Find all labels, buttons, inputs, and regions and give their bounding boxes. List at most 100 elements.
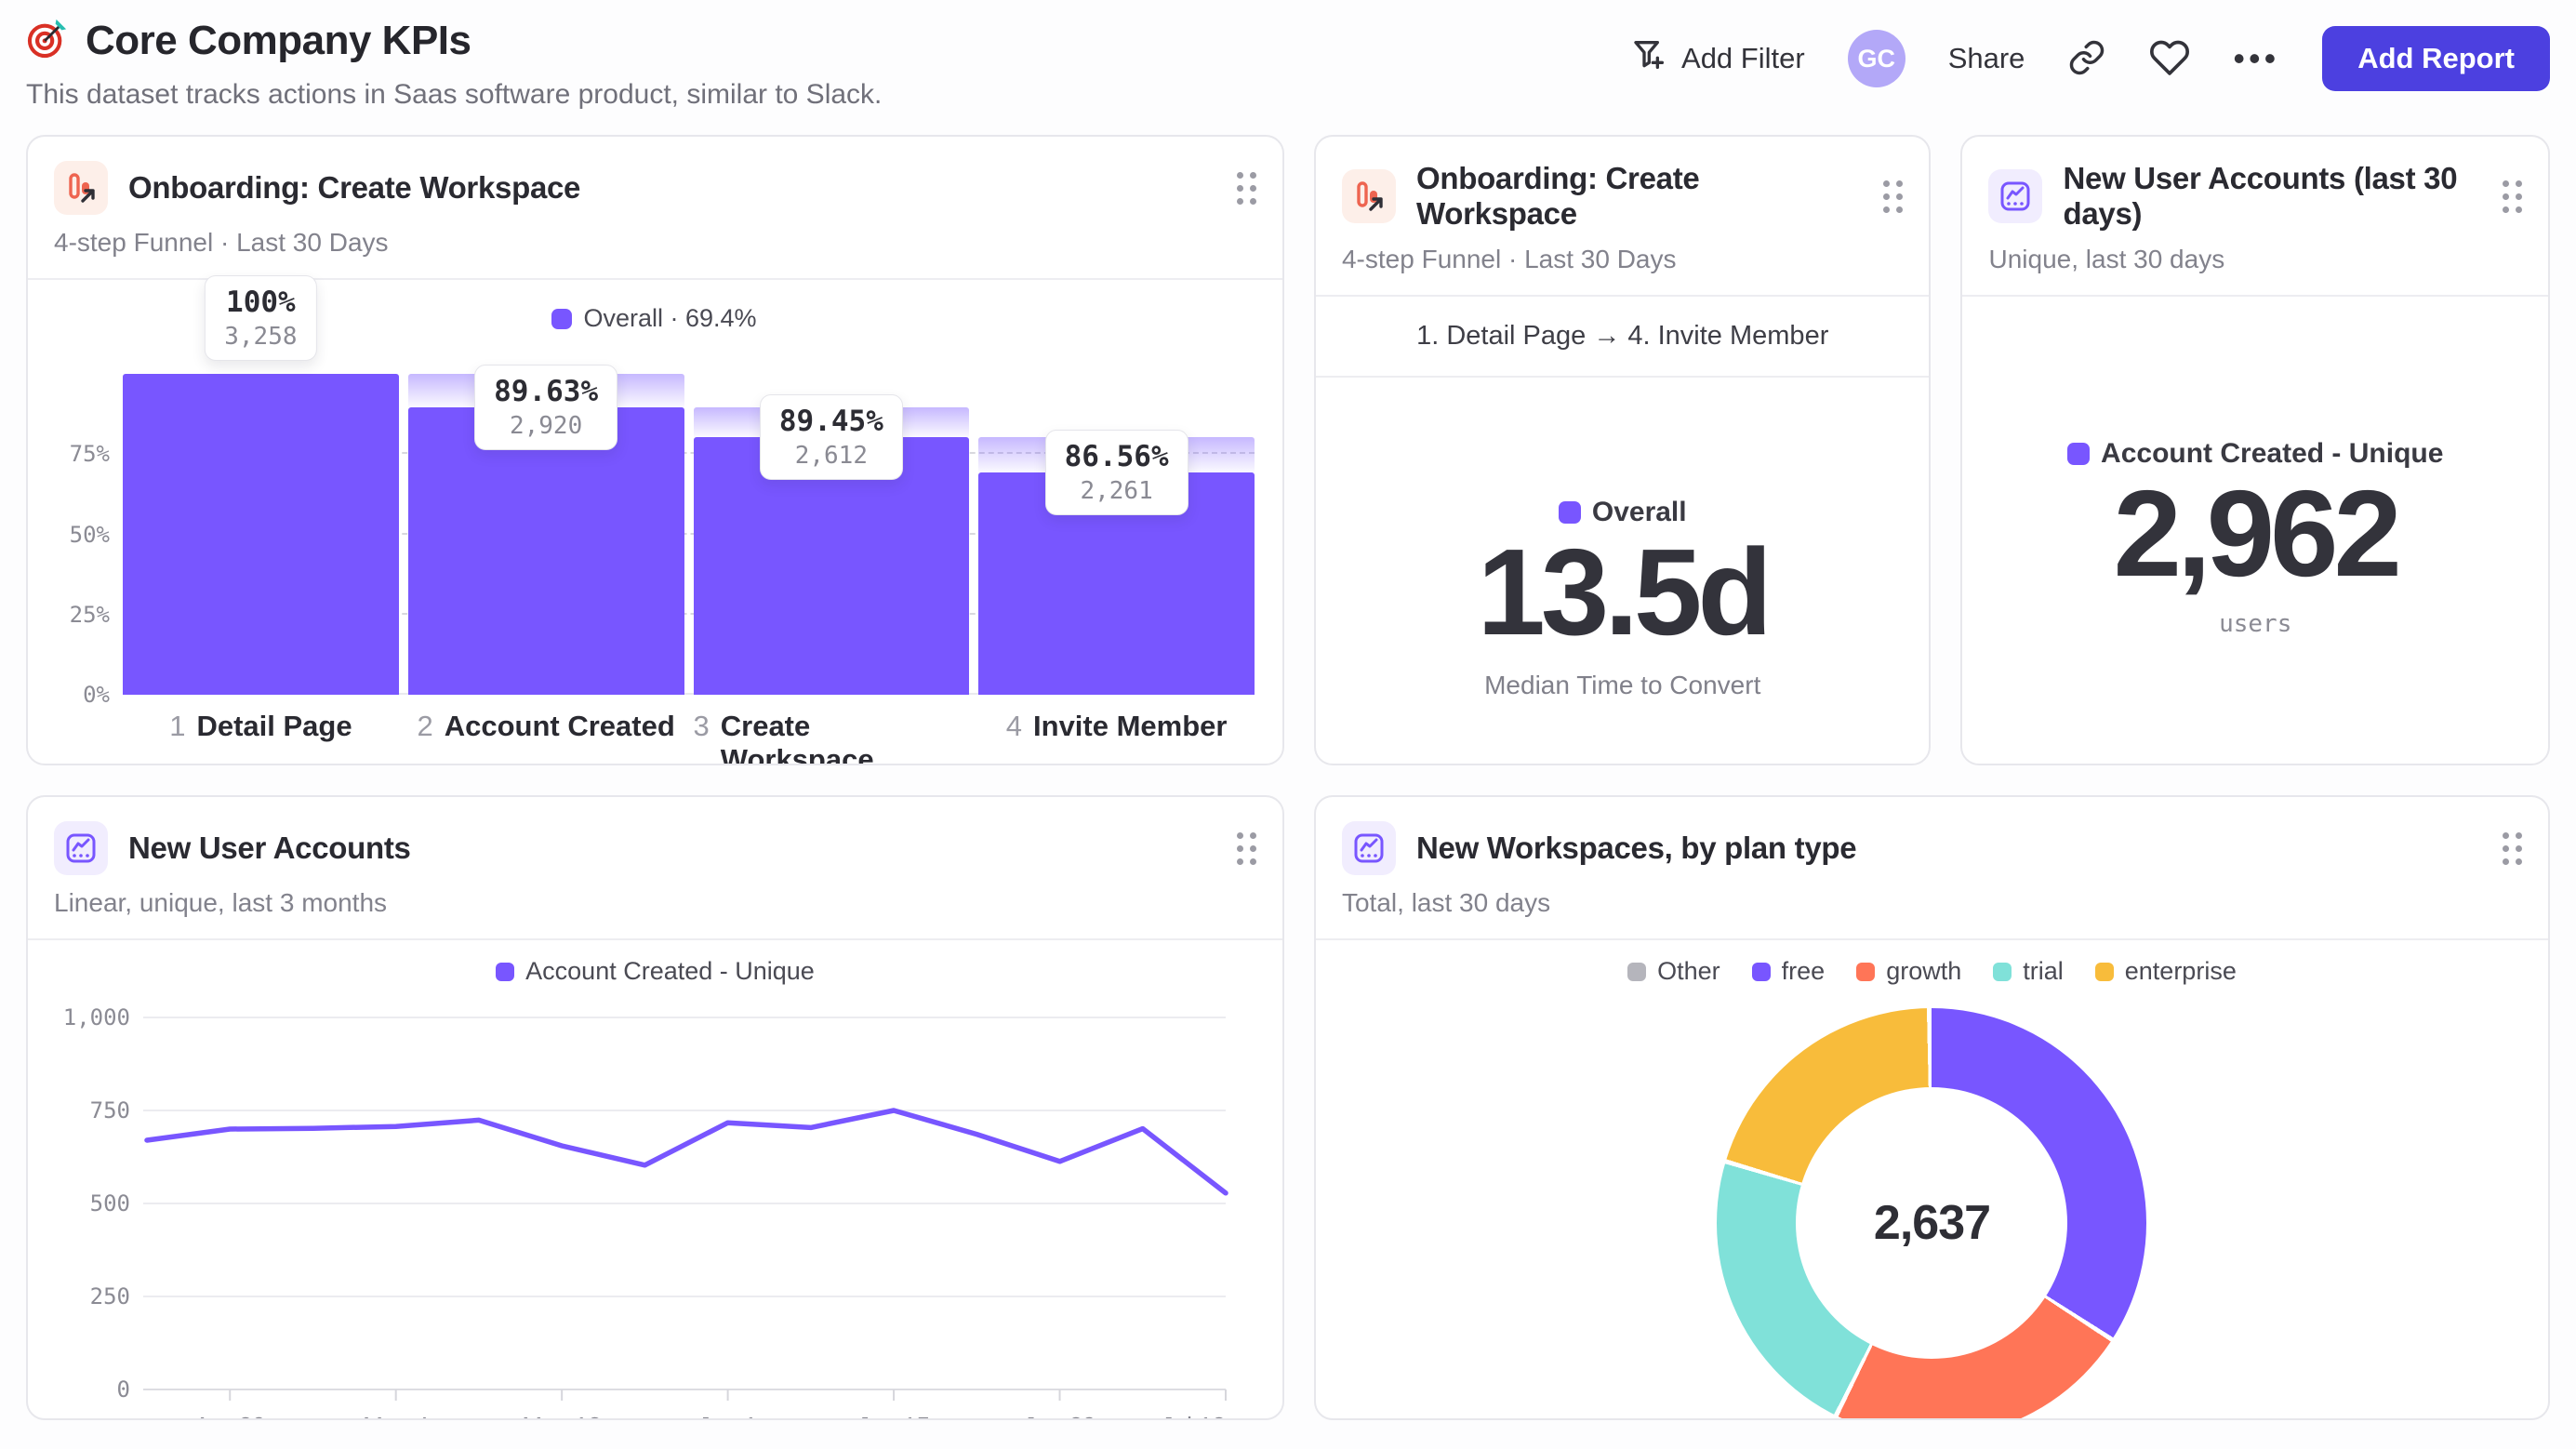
donut-legend-item-free[interactable]: free [1751, 957, 1825, 986]
donut-legend-item-enterprise[interactable]: enterprise [2094, 957, 2237, 986]
grip-icon[interactable] [1236, 831, 1256, 865]
funnel-y-tick: 75% [69, 441, 110, 468]
line-series[interactable] [144, 1108, 1228, 1196]
metric-legend: Overall [1558, 497, 1687, 528]
filter-plus-icon [1631, 36, 1668, 81]
legend-label: trial [2023, 957, 2064, 985]
funnel-step-pct: 89.45% [778, 405, 883, 439]
card-title: Onboarding: Create Workspace [128, 170, 581, 205]
card-subtitle: 4-step Funnel · Last 30 Days [54, 228, 389, 257]
metric-value: 2,962 [2113, 465, 2402, 602]
add-filter-button[interactable]: Add Filter [1631, 36, 1805, 81]
metric-caption: Median Time to Convert [1484, 670, 1761, 699]
legend-swatch [551, 308, 573, 329]
funnel-chart: Overall · 69.4% 0% 25% 50% 75% 100% 3,258 89.6… [28, 275, 1282, 765]
funnel-step-labels: 1 Detail Page 2 Account Created 3 Create Work… [123, 710, 1255, 765]
grip-icon[interactable] [2503, 179, 2522, 213]
funnel-step-pct: 89.63% [494, 374, 599, 408]
metric-value: 13.5d [1477, 524, 1773, 660]
card-title: New User Accounts [128, 831, 411, 865]
step-name: Account Created [444, 710, 675, 742]
line-x-tick: Jun 1 [698, 1412, 758, 1420]
favorite-button[interactable] [2149, 37, 2190, 81]
funnel-range-label: 1. Detail Page → 4. Invite Member [1416, 321, 1829, 351]
cards-row-1: Onboarding: Create Workspace 4-step Funn… [26, 135, 2550, 765]
funnel-bar-4[interactable]: 86.56% 2,261 [978, 374, 1255, 695]
funnel-step-pct: 100% [226, 286, 296, 319]
grip-icon[interactable] [2503, 831, 2522, 865]
line-y-tick: 250 [90, 1283, 130, 1309]
funnel-step-count: 3,258 [224, 323, 298, 351]
donut-ring[interactable]: 2,637 [1717, 1008, 2147, 1418]
metric-caption: users [2219, 609, 2292, 638]
line-x-tick: Apr 20 [194, 1412, 266, 1420]
funnel-step-label: 4 Invite Member [978, 710, 1255, 764]
line-y-tick: 1,000 [63, 1004, 130, 1030]
card-subtitle: 4-step Funnel · Last 30 Days [1341, 245, 1677, 273]
funnel-bar-2[interactable]: 89.63% 2,920 [407, 364, 684, 695]
line-x-tick: May 18 [523, 1412, 602, 1420]
step-name: Invite Member [1033, 710, 1228, 742]
line-y-tick: 500 [90, 1190, 130, 1216]
metric-legend: Account Created - Unique [2067, 438, 2443, 470]
card-new-user-accounts-trend: New User Accounts Linear, unique, last 3… [26, 795, 1284, 1420]
line-legend: Account Created - Unique [50, 957, 1260, 986]
funnel-step-count: 2,612 [794, 442, 869, 471]
funnel-step-label: 3 Create Workspace [693, 710, 970, 765]
target-icon [26, 17, 69, 64]
insights-icon [1988, 169, 2043, 223]
grip-icon[interactable] [1883, 179, 1904, 213]
title-block: Core Company KPIs This dataset tracks ac… [26, 17, 882, 111]
legend-swatch [2067, 443, 2091, 465]
step-name: Create Workspace [720, 710, 874, 765]
donut-legend-item-other[interactable]: Other [1627, 957, 1720, 986]
funnel-bar-solid [693, 437, 970, 695]
avatar[interactable]: GC [1847, 30, 1905, 87]
line-y-tick: 0 [117, 1376, 130, 1402]
step-number: 4 [1005, 710, 1023, 742]
legend-swatch [1993, 962, 2012, 981]
card-title: New Workspaces, by plan type [1415, 831, 1857, 865]
card-subtitle: Linear, unique, last 3 months [54, 888, 388, 917]
card-subtitle: Unique, last 30 days [1988, 245, 2225, 273]
funnel-gridline: 25% [70, 602, 1255, 628]
funnel-bars: 100% 3,258 89.63% 2,920 89.45% 2,612 86.56% 2,2… [123, 275, 1255, 695]
step-number: 3 [693, 710, 710, 742]
donut-chart: Other free growth trial enterprise 2,637 [1316, 940, 2548, 1418]
step-number: 1 [169, 710, 186, 742]
funnel-bar-3[interactable]: 89.45% 2,612 [693, 374, 970, 695]
funnel-bar-solid [123, 374, 399, 695]
donut-hole: 2,637 [1796, 1087, 2068, 1359]
copy-link-button[interactable] [2067, 38, 2106, 80]
card-subtitle: Total, last 30 days [1341, 888, 1551, 917]
header-controls: Add Filter GC Share [1631, 17, 2550, 91]
donut-legend-item-growth[interactable]: growth [1856, 957, 1961, 986]
funnel-y-tick: 0% [83, 682, 110, 708]
line-x-tick: Jun 29 [1023, 1412, 1095, 1420]
grip-icon[interactable] [1236, 171, 1256, 205]
funnel-tooltip: 89.45% 2,612 [759, 394, 903, 481]
line-y-tick: 750 [90, 1097, 130, 1123]
add-report-button[interactable]: Add Report [2322, 26, 2550, 91]
donut-legend: Other free growth trial enterprise [1627, 957, 2237, 986]
page-subtitle: This dataset tracks actions in Saas soft… [26, 79, 883, 110]
insights-icon [54, 821, 108, 875]
funnel-step-count: 2,920 [509, 411, 583, 440]
line-x-tick: Jul 13 [1162, 1412, 1226, 1420]
step-number: 2 [417, 710, 433, 742]
funnel-tooltip: 100% 3,258 [205, 275, 317, 361]
card-title: Onboarding: Create Workspace [1415, 161, 1700, 231]
legend-swatch [1751, 962, 1771, 981]
legend-label: Other [1657, 957, 1720, 985]
more-menu-button[interactable]: ••• [2233, 42, 2279, 75]
page-title: Core Company KPIs [86, 17, 471, 63]
donut-legend-item-trial[interactable]: trial [1993, 957, 2064, 986]
funnel-gridline: 50% [70, 522, 1255, 548]
top-bar: Core Company KPIs This dataset tracks ac… [26, 0, 2550, 111]
line-plot[interactable]: 0 250 500 750 1,000 Apr 20 May 4 May 18 Jun 1 Jun… [50, 986, 1260, 1420]
line-chart-svg: 0 250 500 750 1,000 Apr 20 May 4 May 18 Jun 1 Jun… [63, 1004, 1228, 1420]
share-button[interactable]: Share [1947, 42, 2025, 74]
funnel-gridline: 0% [83, 682, 1255, 708]
more-icon: ••• [2233, 39, 2280, 77]
funnel-bar-1[interactable]: 100% 3,258 [123, 275, 399, 695]
